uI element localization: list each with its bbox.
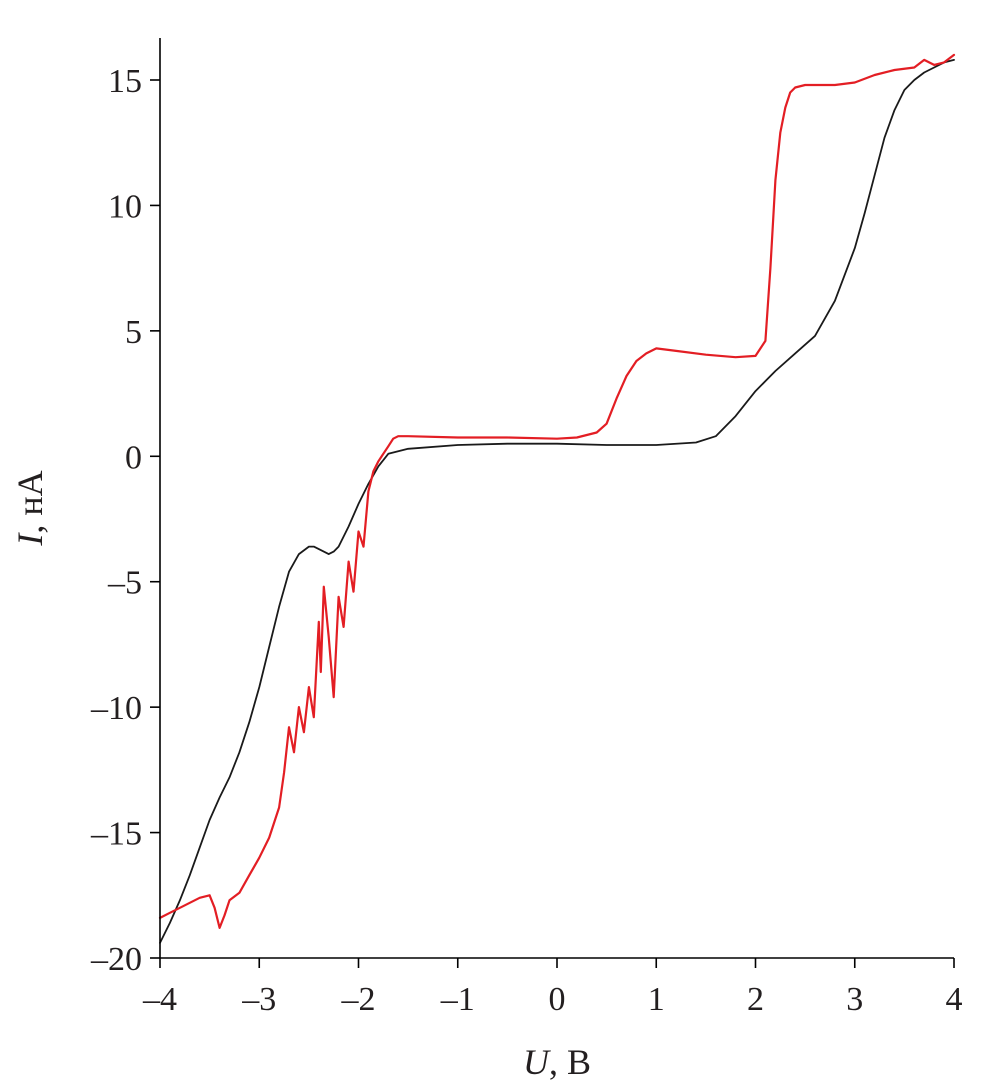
x-tick-label: 3: [846, 981, 863, 1018]
x-tick-label: 4: [946, 981, 963, 1018]
x-tick-label: –4: [142, 981, 177, 1018]
axes-layer: [150, 38, 955, 968]
series-layer: [158, 53, 956, 944]
y-tick-label: –10: [90, 690, 142, 727]
series-line-black: [159, 59, 955, 944]
x-tick-label: 0: [549, 981, 566, 1018]
y-tick-label: 10: [108, 188, 142, 225]
series-line-red: [158, 53, 956, 930]
y-tick-label: –15: [90, 816, 142, 853]
y-axis-unit: , нА: [10, 470, 50, 533]
y-axis-title: I, нА: [10, 470, 50, 546]
y-tick-label: 15: [108, 63, 142, 100]
y-tick-label: 5: [125, 314, 142, 351]
x-tick-label: 1: [648, 981, 665, 1018]
x-tick-label: –2: [341, 981, 376, 1018]
x-tick-label: –1: [440, 981, 475, 1018]
y-tick-label: –5: [107, 565, 142, 602]
y-tick-label: –20: [90, 941, 142, 978]
x-axis-symbol: U: [523, 1042, 551, 1082]
y-tick-label: 0: [125, 439, 142, 476]
x-axis-unit: , В: [549, 1042, 591, 1082]
y-axis-symbol: I: [10, 532, 50, 547]
x-axis-title: U, В: [523, 1042, 591, 1082]
x-tick-label: 2: [747, 981, 764, 1018]
x-tick-label: –3: [241, 981, 276, 1018]
